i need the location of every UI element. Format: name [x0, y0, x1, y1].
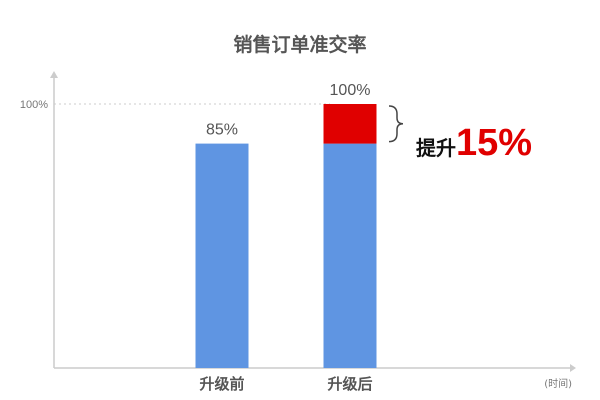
- gain-annotation: 提升15%: [416, 122, 532, 165]
- y-axis-arrow: [50, 71, 58, 78]
- bar-base: [195, 143, 249, 368]
- y-tick-label: 100%: [20, 99, 48, 111]
- x-tick-label: 升级后: [327, 375, 372, 393]
- x-tick-label: 升级前: [199, 375, 244, 393]
- data-label: 85%: [206, 122, 238, 139]
- x-axis-label: (时间): [544, 377, 572, 390]
- x-axis-arrow: [570, 364, 576, 372]
- bar-increase: [323, 104, 377, 144]
- chart-title: 销售订单准交率: [233, 34, 367, 56]
- gain-value: 15%: [456, 122, 533, 164]
- brace: [388, 105, 404, 143]
- gain-label: 提升: [416, 136, 456, 160]
- bar-base: [323, 143, 377, 368]
- data-label: 100%: [330, 82, 371, 99]
